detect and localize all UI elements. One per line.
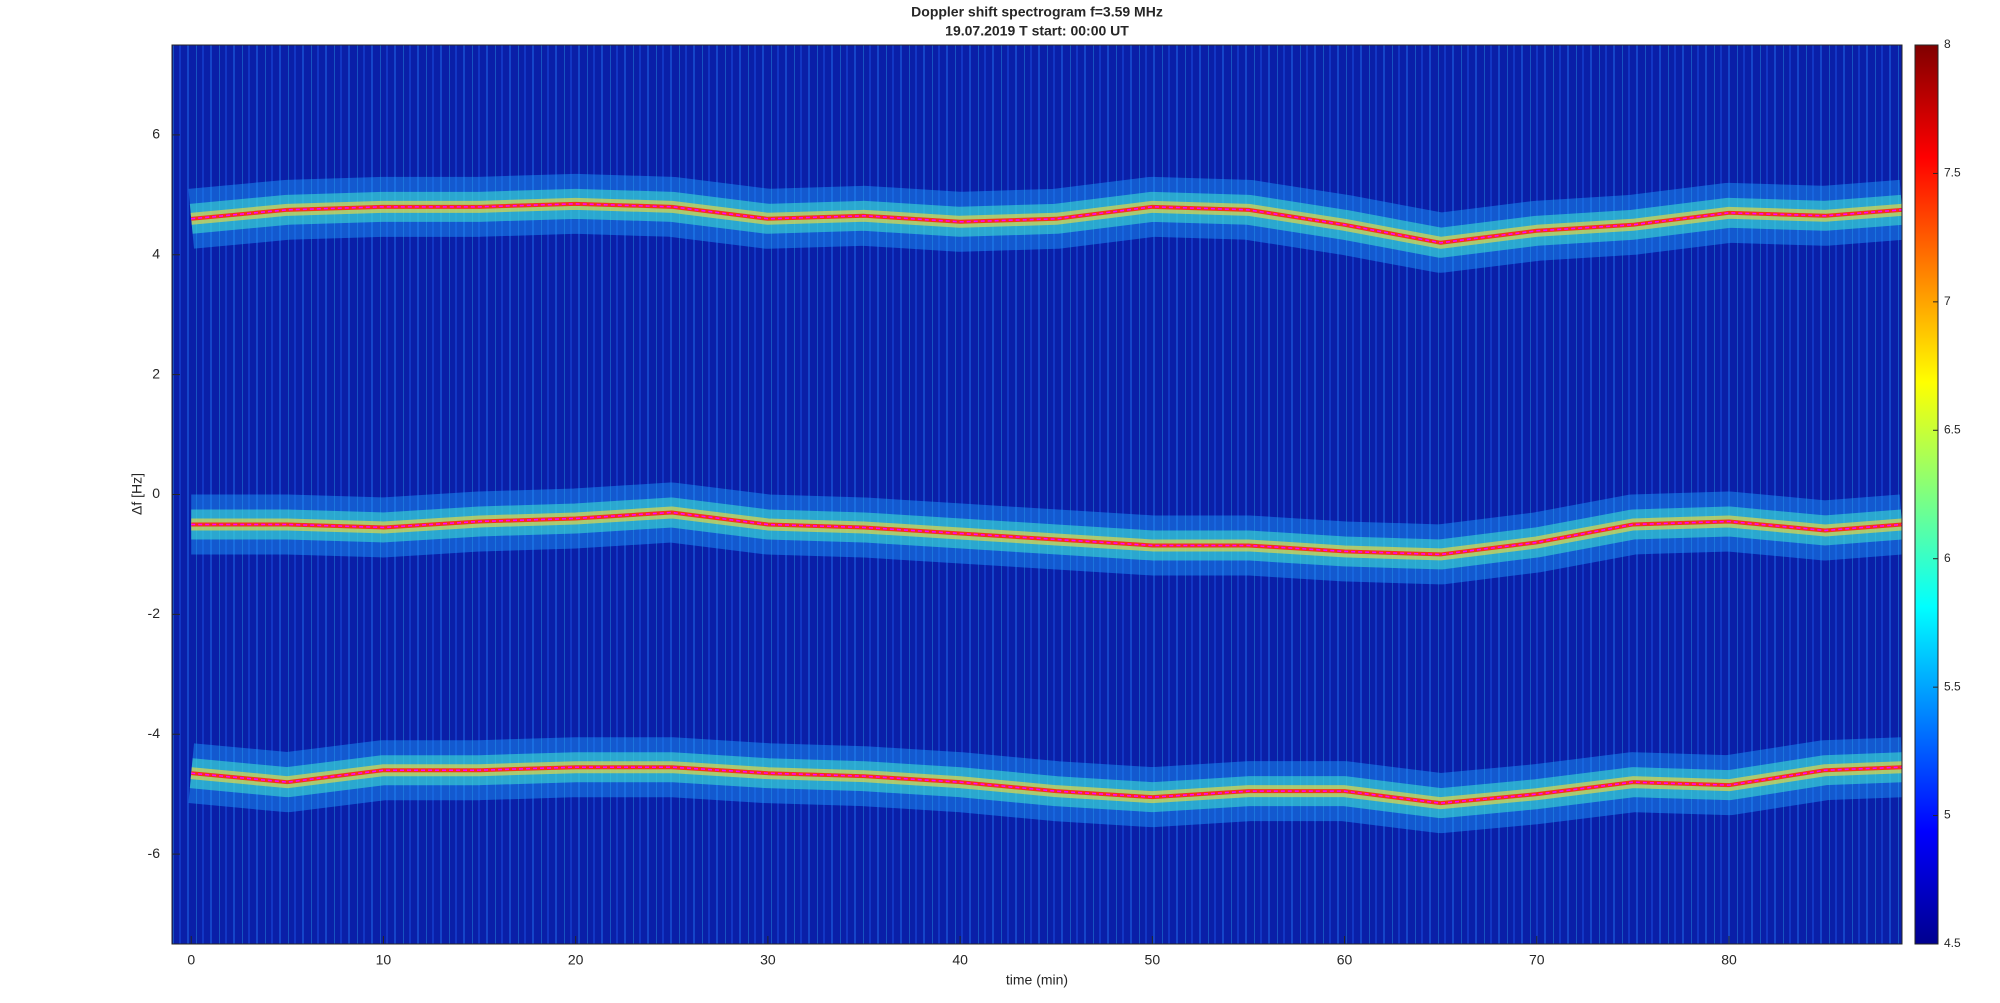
colorbar-tick-label: 7.5 (1944, 166, 1961, 180)
x-tick-label: 30 (760, 952, 776, 968)
colorbar-tick-label: 8 (1944, 37, 1951, 51)
trace-line (191, 203, 1902, 244)
y-tick-label: -6 (148, 845, 161, 861)
y-tick-label: 4 (152, 245, 160, 261)
colorbar-tick-label: 5 (1944, 808, 1951, 822)
x-axis-label: time (min) (1006, 972, 1068, 988)
y-axis-label: Δf [Hz] (129, 473, 145, 515)
y-tick-label: 6 (152, 126, 160, 142)
y-tick-label: -2 (148, 605, 161, 621)
trace-line (191, 511, 1902, 556)
colorbar-tick-label: 7 (1944, 294, 1951, 308)
y-tick-label: -4 (148, 725, 161, 741)
x-tick-label: 80 (1721, 952, 1737, 968)
x-tick-label: 0 (187, 952, 195, 968)
x-tick-label: 70 (1529, 952, 1545, 968)
chart-subtitle: 19.07.2019 T start: 00:00 UT (945, 23, 1129, 39)
y-tick-label: 0 (152, 485, 160, 501)
colorbar-tick-label: 6.5 (1944, 422, 1961, 436)
x-tick-label: 60 (1337, 952, 1353, 968)
x-tick-label: 50 (1145, 952, 1161, 968)
spectrogram-traces (188, 173, 1902, 834)
colorbar-tick-label: 6 (1944, 551, 1951, 565)
chart-title: Doppler shift spectrogram f=3.59 MHz (911, 4, 1163, 20)
colorbar (1914, 44, 1939, 945)
x-tick-label: 40 (952, 952, 968, 968)
colorbar-tick-label: 5.5 (1944, 679, 1961, 693)
trace-line (191, 766, 1902, 804)
y-tick-label: 2 (152, 365, 160, 381)
x-tick-label: 20 (568, 952, 584, 968)
x-tick-label: 10 (376, 952, 392, 968)
colorbar-tick-label: 4.5 (1944, 936, 1961, 950)
